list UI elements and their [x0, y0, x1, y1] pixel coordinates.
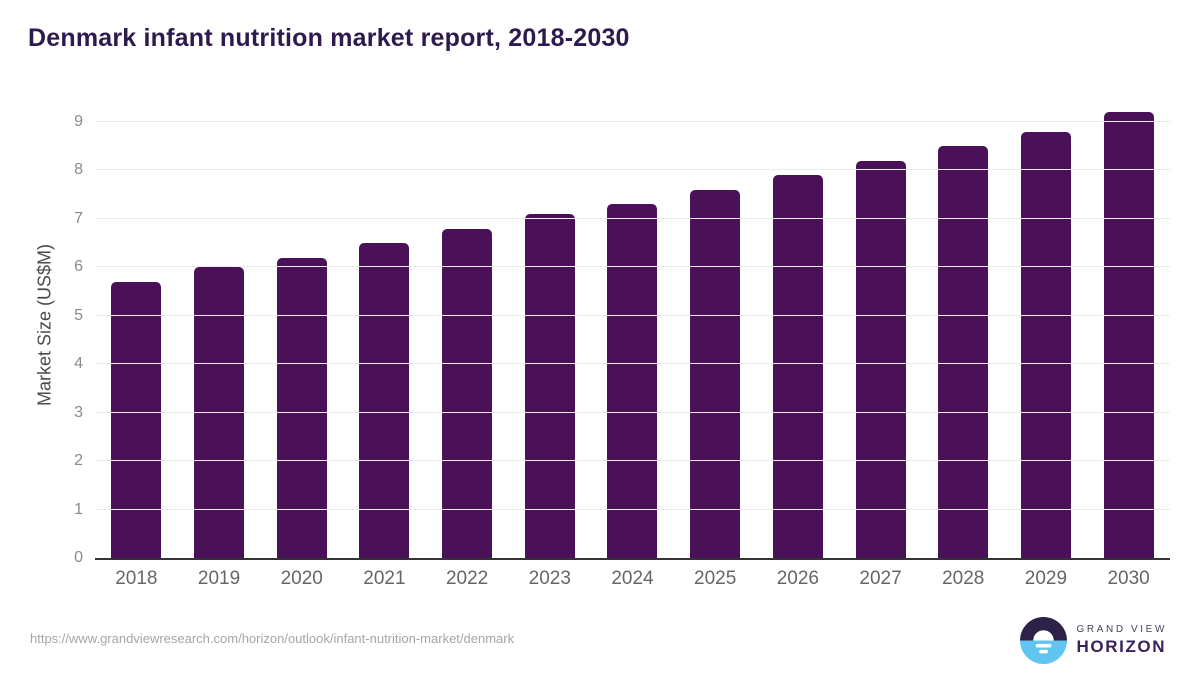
- y-tick-label-6: 6: [74, 258, 83, 276]
- bar-2027[interactable]: [855, 160, 906, 558]
- plot-area: 0 1 2 3 4 5 6 7 8 9: [74, 93, 1170, 566]
- y-tick-label-1: 1: [74, 500, 83, 518]
- bar-slot-2018: [95, 93, 178, 558]
- gridline-8: [95, 169, 1170, 171]
- x-tick-label-2018: 2018: [115, 568, 158, 589]
- bar-2024[interactable]: [607, 204, 658, 558]
- bar-2022[interactable]: [442, 228, 493, 558]
- horizon-sun-logo-icon: [1019, 617, 1067, 664]
- bars-row: [95, 93, 1170, 558]
- x-tick-label-2023: 2023: [528, 568, 571, 589]
- bar-slot-2028: [922, 93, 1005, 558]
- bar-2018[interactable]: [111, 281, 162, 558]
- bar-2029[interactable]: [1020, 131, 1071, 558]
- bar-2030[interactable]: [1103, 112, 1154, 558]
- x-tick-label-2029: 2029: [1024, 568, 1068, 589]
- gridline-9: [95, 121, 1170, 122]
- bar-2026[interactable]: [772, 175, 823, 558]
- bar-slot-2019: [178, 93, 261, 558]
- bar-slot-2024: [591, 93, 674, 558]
- brand-logo: GRAND VIEW HORIZON: [1019, 617, 1167, 664]
- x-tick-label-2022: 2022: [445, 568, 489, 589]
- y-tick-label-8: 8: [74, 161, 83, 179]
- gridline-2: [95, 460, 1170, 462]
- x-tick-label-2026: 2026: [776, 568, 819, 589]
- y-tick-label-7: 7: [74, 209, 83, 227]
- x-tick-label-2020: 2020: [280, 568, 323, 589]
- bar-2025[interactable]: [690, 189, 741, 558]
- y-tick-label-5: 5: [74, 306, 83, 324]
- x-tick-label-2024: 2024: [611, 568, 654, 589]
- x-tick-label-2025: 2025: [694, 568, 737, 589]
- brand-name-bottom: HORIZON: [1076, 637, 1167, 656]
- gridline-4: [95, 363, 1170, 365]
- bar-slot-2023: [508, 93, 591, 558]
- gridline-1: [95, 508, 1170, 510]
- x-tick-label-2021: 2021: [363, 568, 406, 589]
- bar-2028[interactable]: [938, 146, 989, 558]
- x-axis-labels: 2018 2019 2020 2021 2022 2023 2024 2025 2026 2027…: [95, 568, 1170, 590]
- chart-title: Denmark infant nutrition market report, …: [28, 24, 630, 52]
- bar-2023[interactable]: [524, 214, 575, 558]
- source-url-text: https://www.grandviewresearch.com/horizo…: [30, 631, 515, 646]
- y-tick-label-9: 9: [74, 113, 83, 130]
- bar-2020[interactable]: [276, 257, 327, 558]
- bar-slot-2022: [426, 93, 509, 558]
- bar-slot-2026: [757, 93, 840, 558]
- x-tick-label-2027: 2027: [859, 568, 902, 589]
- y-tick-label-3: 3: [74, 403, 83, 421]
- bar-2021[interactable]: [359, 243, 410, 558]
- gridline-3: [95, 411, 1170, 413]
- bar-slot-2027: [839, 93, 922, 558]
- bar-slot-2020: [260, 93, 343, 558]
- brand-name-top: GRAND VIEW: [1076, 624, 1167, 635]
- gridline-6: [95, 266, 1170, 268]
- x-tick-label-2028: 2028: [942, 568, 985, 589]
- bar-slot-2021: [343, 93, 426, 558]
- bar-slot-2029: [1005, 93, 1088, 558]
- gridline-5: [95, 314, 1170, 316]
- bar-slot-2025: [674, 93, 757, 558]
- x-tick-label-2030: 2030: [1107, 568, 1150, 589]
- bar-2019[interactable]: [194, 267, 245, 558]
- y-tick-label-0: 0: [74, 549, 83, 566]
- gridline-7: [95, 217, 1170, 219]
- y-tick-label-4: 4: [74, 355, 83, 373]
- y-tick-label-2: 2: [74, 452, 83, 470]
- bar-slot-2030: [1087, 93, 1170, 558]
- brand-logo-text: GRAND VIEW HORIZON: [1077, 624, 1167, 657]
- x-tick-label-2019: 2019: [197, 568, 241, 589]
